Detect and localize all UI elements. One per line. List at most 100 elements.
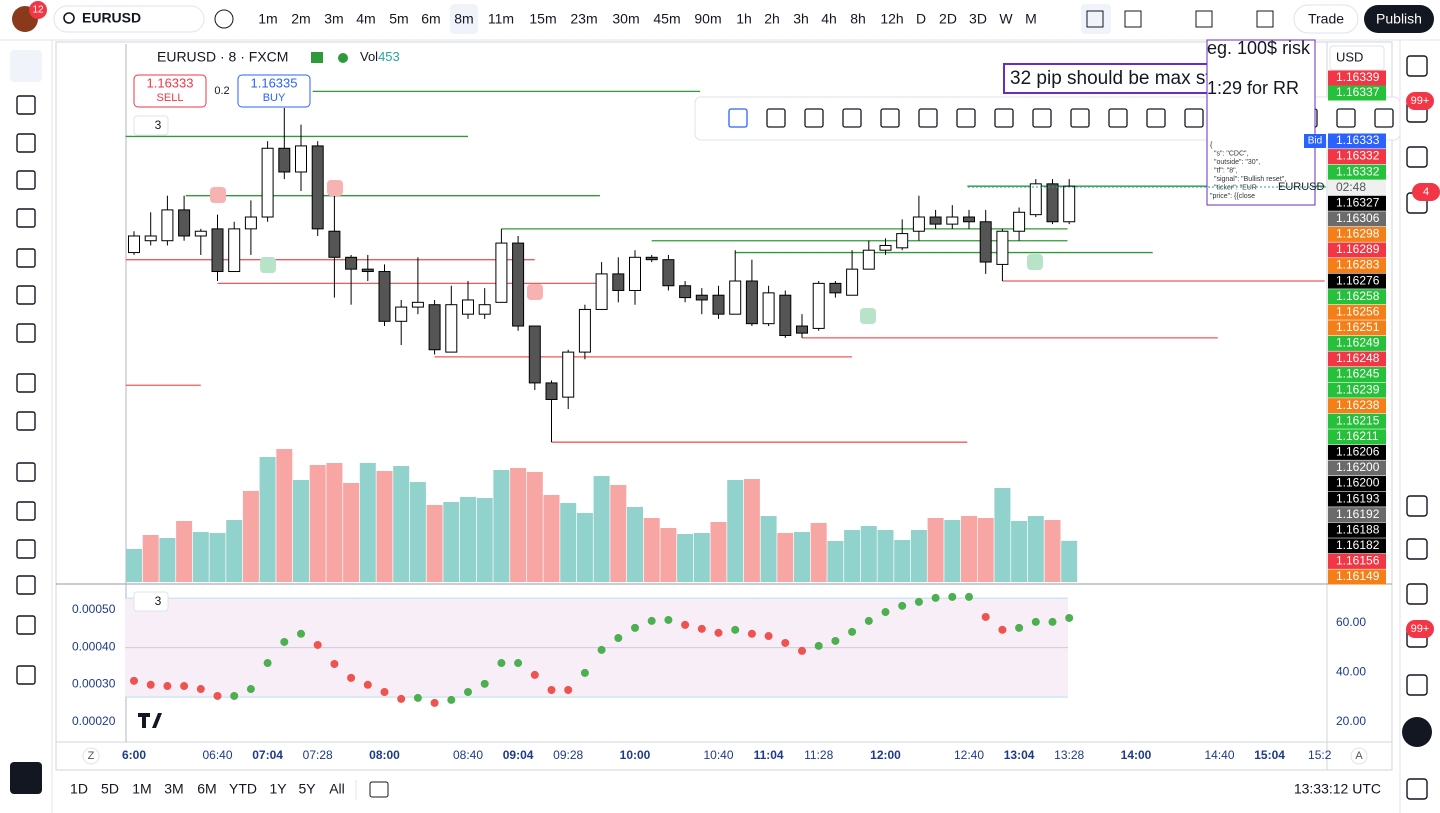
- candle-body: [361, 268, 374, 273]
- side-icon[interactable]: [1406, 495, 1428, 517]
- interval[interactable]: 4h: [821, 11, 837, 27]
- drawing-toolbar-icon[interactable]: [804, 108, 824, 128]
- range-button[interactable]: 6M: [197, 781, 216, 797]
- axis-button[interactable]: [1350, 747, 1368, 765]
- drawing-tool[interactable]: [16, 248, 36, 268]
- range-button[interactable]: 5D: [101, 781, 119, 797]
- drawing-tool[interactable]: [16, 462, 36, 482]
- apps[interactable]: [1402, 717, 1432, 747]
- interval[interactable]: W: [999, 11, 1013, 27]
- candle-body: [562, 351, 575, 398]
- interval[interactable]: 3h: [793, 11, 809, 27]
- oscillator-dot: [898, 601, 907, 610]
- tool-icon[interactable]: [1124, 10, 1142, 28]
- interval[interactable]: 90m: [694, 11, 721, 27]
- x-tick-label: 06:40: [202, 748, 232, 762]
- trade-button[interactable]: [1293, 4, 1359, 34]
- interval[interactable]: 2D: [939, 11, 957, 27]
- drawing-tool[interactable]: [16, 208, 36, 228]
- interval[interactable]: 12h: [880, 11, 903, 27]
- side-icon[interactable]: [1406, 583, 1428, 605]
- drawing-tool[interactable]: [16, 95, 36, 115]
- drawing-tool[interactable]: [16, 285, 36, 305]
- interval[interactable]: 3m: [324, 11, 343, 27]
- drawing-toolbar-icon[interactable]: [1336, 108, 1356, 128]
- interval[interactable]: 2h: [764, 11, 780, 27]
- add-symbol[interactable]: [214, 9, 234, 29]
- interval[interactable]: 15m: [529, 11, 556, 27]
- drawing-tool[interactable]: [16, 411, 36, 431]
- drawing-toolbar-icon[interactable]: [766, 108, 786, 128]
- drawing-toolbar-icon[interactable]: [842, 108, 862, 128]
- drawing-tool[interactable]: [16, 539, 36, 559]
- interval[interactable]: 1h: [736, 11, 752, 27]
- drawing-tool[interactable]: [16, 170, 36, 190]
- interval[interactable]: 23m: [570, 11, 597, 27]
- range-button[interactable]: All: [329, 781, 345, 797]
- collapse-button[interactable]: [133, 591, 169, 612]
- axis-button-label[interactable]: A: [1355, 750, 1363, 762]
- tool-icon[interactable]: [1256, 10, 1274, 28]
- trade[interactable]: Trade: [1308, 11, 1344, 27]
- range-button[interactable]: 1M: [132, 781, 151, 797]
- range-button[interactable]: 3M: [164, 781, 183, 797]
- drawing-tool[interactable]: [16, 575, 36, 595]
- side-icon[interactable]: [1406, 55, 1428, 77]
- range-button[interactable]: 5Y: [298, 781, 316, 797]
- favorites[interactable]: [10, 762, 42, 794]
- drawing-toolbar-icon[interactable]: [1108, 108, 1128, 128]
- drawing-toolbar-icon[interactable]: [880, 108, 900, 128]
- interval[interactable]: 45m: [653, 11, 680, 27]
- side-icon[interactable]: [1406, 538, 1428, 560]
- symbol-search[interactable]: [53, 5, 205, 33]
- tool-icon[interactable]: [1195, 10, 1213, 28]
- interval[interactable]: 6m: [421, 11, 440, 27]
- range-button[interactable]: 1D: [70, 781, 88, 797]
- drawing-toolbar-icon[interactable]: [918, 108, 938, 128]
- interval[interactable]: 3D: [969, 11, 987, 27]
- collapse-button[interactable]: [133, 115, 169, 136]
- price-label: 1.16339: [1336, 70, 1380, 84]
- publish[interactable]: Publish: [1376, 11, 1422, 27]
- drawing-tool[interactable]: [16, 373, 36, 393]
- drawing-toolbar-icon[interactable]: [956, 108, 976, 128]
- buy-button[interactable]: [237, 74, 311, 108]
- date-range-icon[interactable]: [369, 781, 389, 798]
- currency-button[interactable]: [1329, 45, 1385, 71]
- drawing-toolbar-icon[interactable]: [994, 108, 1014, 128]
- drawing-tool[interactable]: [16, 615, 36, 635]
- interval[interactable]: 1m: [258, 11, 277, 27]
- interval[interactable]: M: [1025, 11, 1037, 27]
- drawing-tool[interactable]: [16, 133, 36, 153]
- interval[interactable]: 11m: [488, 11, 514, 27]
- interval[interactable]: 4m: [356, 11, 375, 27]
- axis-button-label[interactable]: Z: [88, 750, 95, 762]
- interval[interactable]: D: [916, 11, 926, 27]
- volume-bar: [259, 457, 276, 582]
- publish-button[interactable]: [1364, 5, 1434, 33]
- interval[interactable]: 5m: [389, 11, 408, 27]
- tool-icon[interactable]: [1086, 10, 1104, 28]
- drawing-toolbar-icon[interactable]: [1146, 108, 1166, 128]
- side-icon[interactable]: [1406, 674, 1428, 696]
- drawing-toolbar-icon[interactable]: [1070, 108, 1090, 128]
- range-button[interactable]: 1Y: [269, 781, 287, 797]
- range-button[interactable]: YTD: [229, 781, 257, 797]
- side-icon[interactable]: [1406, 778, 1428, 800]
- drawing-toolbar-icon[interactable]: [1374, 108, 1394, 128]
- interval[interactable]: 30m: [612, 11, 639, 27]
- price-label-bg: [1328, 335, 1386, 351]
- interval[interactable]: 8h: [850, 11, 866, 27]
- drawing-toolbar-icon[interactable]: [1184, 108, 1204, 128]
- drawing-toolbar-icon[interactable]: [1032, 108, 1052, 128]
- sell-button[interactable]: [133, 74, 207, 108]
- drawing-tool[interactable]: [16, 323, 36, 343]
- drawing-toolbar-icon[interactable]: [728, 108, 748, 128]
- axis-button[interactable]: [82, 747, 100, 765]
- drawing-tool[interactable]: [16, 665, 36, 685]
- interval[interactable]: 8m: [454, 11, 473, 27]
- symbol[interactable]: EURUSD: [82, 10, 141, 26]
- drawing-tool[interactable]: [16, 501, 36, 521]
- side-icon[interactable]: [1406, 146, 1428, 168]
- interval[interactable]: 2m: [291, 11, 310, 27]
